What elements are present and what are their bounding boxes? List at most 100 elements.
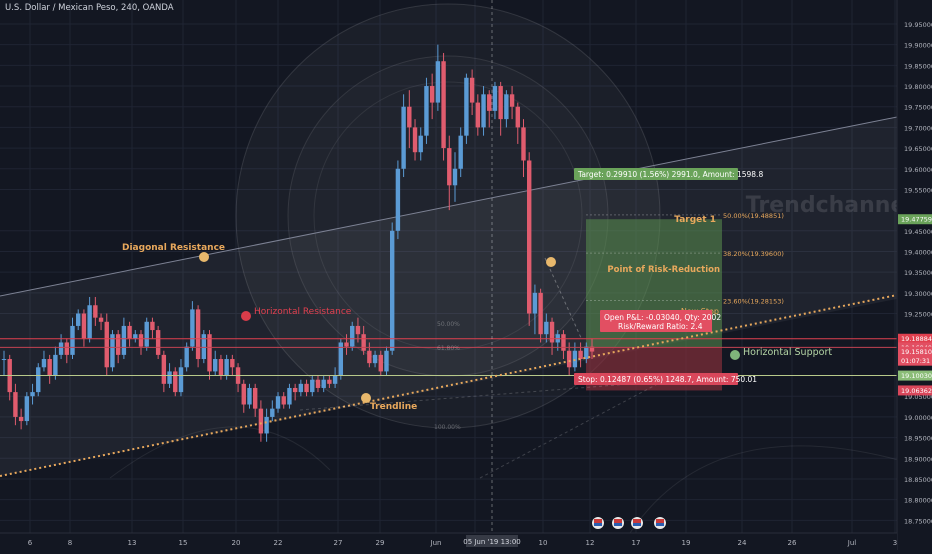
candle-body [110,334,115,368]
candle [424,77,429,144]
cursor-date-badge: 05 Jun '19 13:00 [463,535,521,547]
horizontal-resistance-marker [241,311,251,321]
candle [264,408,269,442]
fib-arc [109,426,331,479]
candle [589,338,595,360]
circle-label: 100.00% [434,424,461,431]
diagonal-resistance-line [0,109,932,297]
candle [230,354,235,376]
svg-text:19.10030: 19.10030 [901,372,932,380]
price-tick-label: 19.35000 [904,269,932,277]
economic-event-flag-icon [631,517,643,529]
candle-body [292,387,298,393]
candle-body [218,359,224,376]
candle-body [144,321,149,347]
candle [481,86,486,136]
candle [110,330,115,372]
candle [292,383,298,401]
candle-body [76,313,81,326]
fib-circle-outer [235,3,661,429]
candle [344,334,349,355]
price-tick-label: 19.70000 [904,124,932,132]
candle-body [87,305,92,339]
time-tick-label: 26 [788,539,797,547]
candle [13,383,18,426]
candle-body [270,408,275,417]
price-axis-bg [897,0,932,550]
price-tick-label: 18.80000 [904,497,932,505]
candle [76,309,81,331]
candle-body [544,321,549,335]
candle [332,367,338,388]
price-tick-label: 19.95000 [904,21,932,29]
candle-body [47,359,52,376]
candle [81,309,87,347]
trendline-label: Trendline [370,402,417,412]
svg-text:05 Jun '19 13:00: 05 Jun '19 13:00 [463,538,521,546]
candle [36,363,41,397]
candle [327,375,332,388]
candle [127,321,132,347]
candle [252,383,258,417]
candle-body [258,408,264,434]
time-tick-label: 8 [68,539,72,547]
fib-level-label: 23.60%(19.28153) [723,297,784,305]
candle-body [36,367,41,393]
candle [41,350,47,372]
price-tick-label: 18.75000 [904,517,932,525]
price-tick-label: 19.25000 [904,311,932,319]
candle [504,90,509,128]
price-tick-label: 19.45000 [904,228,932,236]
candle [418,127,423,161]
candle-body [310,379,315,393]
trendline-marker [361,393,371,403]
candle [155,325,161,360]
candle-body [161,354,167,384]
candle-body [441,61,446,149]
candle-body [93,305,98,318]
candle-body [127,325,132,339]
candle-body [247,387,252,405]
price-tick-label: 19.80000 [904,83,932,91]
candle-body [452,168,458,186]
trend-channel-band [0,110,932,476]
time-tick-label: 15 [179,539,188,547]
candle [93,296,98,326]
candle-body [115,334,121,355]
time-tick-label: 27 [334,539,343,547]
time-tick-label: 24 [738,539,747,547]
time-tick-label: Jul [847,539,857,547]
svg-text:Open P&L: -0.03040, Qty: 2002: Open P&L: -0.03040, Qty: 2002 [604,313,721,322]
candle [475,94,481,136]
candle [584,342,589,364]
candle [441,52,446,161]
time-tick-label: 19 [682,539,691,547]
candle [310,375,315,397]
price-tick-label: 19.90000 [904,42,932,50]
annotation-labels: Diagonal Resistance Horizontal Resistance… [122,168,926,431]
candle [458,127,463,178]
candle-body [378,354,383,372]
candle [452,152,458,202]
candle-body [487,94,492,111]
candle [150,317,155,339]
candle [104,313,109,376]
candle-body [24,396,30,422]
candle-body [64,342,69,355]
time-tick-label: 12 [586,539,595,547]
candle-body [252,387,258,409]
candle-body [18,416,24,422]
candle [144,317,149,351]
candle-body [395,168,401,231]
position-target-badge: Target: 0.29910 (1.56%) 2991.0, Amount: … [574,168,763,180]
time-tick-label: 6 [28,539,33,547]
candle [447,135,452,211]
candle-body [589,346,595,352]
candle [275,392,281,413]
time-tick-label: 17 [632,539,641,547]
candle-body [287,387,292,405]
candle-body [184,346,189,368]
candle [515,102,520,144]
